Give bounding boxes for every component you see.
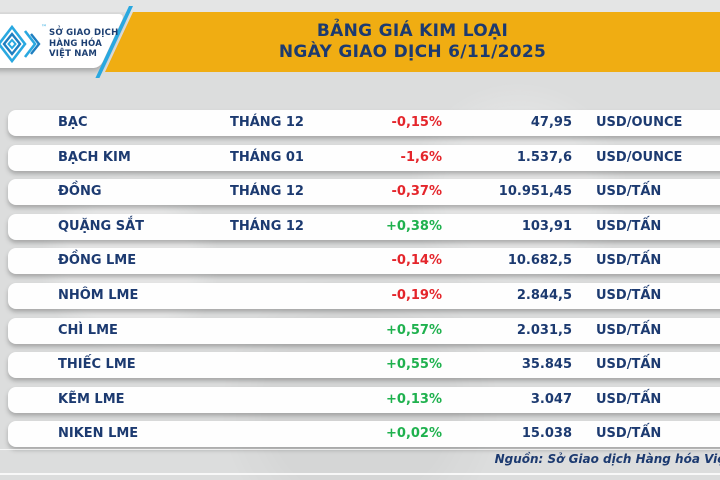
unit-cell: USD/TẤN	[596, 391, 662, 407]
table-row: ĐỒNG THÁNG 12 -0,37% 10.951,45 USD/TẤN	[8, 179, 720, 206]
exchange-logo: ™ SỞ GIAO DỊCH HÀNG HÓA VIỆT NAM	[0, 22, 120, 64]
price-table: BẠC THÁNG 12 -0,15% 47,95 USD/OUNCE BẠCH…	[8, 110, 720, 448]
source-note: Nguồn: Sở Giao dịch Hàng hóa Việt Nam	[494, 452, 720, 466]
change-percent-cell: -0,15%	[391, 115, 443, 130]
header-banner: BẢNG GIÁ KIM LOẠI NGÀY GIAO DỊCH 6/11/20…	[105, 12, 720, 72]
unit-cell: USD/TẤN	[596, 426, 662, 442]
contract-month-cell: THÁNG 12	[230, 184, 304, 200]
commodity-cell: THIẾC LME	[58, 357, 136, 373]
commodity-cell: NIKEN LME	[58, 426, 139, 442]
price-cell: 47,95	[530, 115, 572, 130]
change-percent-cell: +0,13%	[386, 391, 442, 407]
price-cell: 15.038	[521, 426, 572, 442]
table-row: ĐỒNG LME -0,14% 10.682,5 USD/TẤN	[8, 248, 720, 275]
change-percent-cell: +0,02%	[386, 426, 442, 442]
footer-divider-bottom	[0, 473, 720, 475]
change-percent-cell: -1,6%	[400, 149, 442, 165]
price-cell: 2.031,5	[516, 322, 572, 338]
exchange-name-line2: HÀNG HÓA	[49, 38, 103, 49]
trademark-symbol: ™	[41, 24, 47, 31]
exchange-name: SỞ GIAO DỊCH HÀNG HÓA VIỆT NAM	[49, 28, 118, 60]
change-percent-cell: -0,14%	[391, 253, 443, 269]
footer-divider-top	[0, 449, 720, 450]
price-cell: 35.845	[521, 357, 572, 373]
table-row: NHÔM LME -0,19% 2.844,5 USD/TẤN	[8, 282, 720, 309]
price-cell: 10.682,5	[507, 253, 572, 269]
change-percent-cell: +0,38%	[386, 218, 442, 234]
table-row: BẠCH KIM THÁNG 01 -1,6% 1.537,6 USD/OUNC…	[8, 144, 720, 171]
exchange-name-line3: VIỆT NAM	[49, 49, 98, 59]
contract-month-cell: THÁNG 12	[230, 218, 304, 234]
commodity-cell: KẼM LME	[58, 391, 125, 407]
unit-cell: USD/TẤN	[596, 287, 662, 303]
exchange-name-line1: SỞ GIAO DỊCH	[49, 28, 119, 38]
change-percent-cell: +0,55%	[386, 357, 442, 373]
page-title: BẢNG GIÁ KIM LOẠI	[316, 21, 509, 41]
change-percent-cell: -0,19%	[391, 287, 443, 303]
contract-month-cell: THÁNG 01	[230, 149, 304, 165]
change-percent-cell: -0,37%	[391, 184, 443, 200]
price-cell: 3.047	[530, 391, 572, 407]
table-row: KẼM LME +0,13% 3.047 USD/TẤN	[8, 386, 720, 413]
price-cell: 1.537,6	[516, 149, 572, 165]
table-row: BẠC THÁNG 12 -0,15% 47,95 USD/OUNCE	[8, 110, 720, 136]
unit-cell: USD/OUNCE	[596, 149, 683, 165]
commodity-cell: BẠCH KIM	[58, 149, 131, 165]
commodity-cell: ĐỒNG	[58, 184, 102, 200]
commodity-cell: QUẶNG SẮT	[58, 218, 145, 234]
commodity-cell: ĐỒNG LME	[58, 253, 137, 269]
unit-cell: USD/OUNCE	[596, 115, 683, 130]
commodity-cell: CHÌ LME	[58, 322, 118, 338]
unit-cell: USD/TẤN	[596, 184, 662, 200]
commodity-cell: BẠC	[58, 115, 88, 130]
mxv-logo-icon	[0, 25, 41, 63]
price-cell: 10.951,45	[498, 184, 572, 200]
unit-cell: USD/TẤN	[596, 322, 662, 338]
commodity-cell: NHÔM LME	[58, 287, 139, 303]
trading-date: NGÀY GIAO DỊCH 6/11/2025	[278, 42, 547, 62]
table-row: THIẾC LME +0,55% 35.845 USD/TẤN	[8, 352, 720, 379]
table-row: NIKEN LME +0,02% 15.038 USD/TẤN	[8, 421, 720, 448]
contract-month-cell: THÁNG 12	[230, 115, 304, 130]
change-percent-cell: +0,57%	[386, 322, 442, 338]
price-cell: 2.844,5	[516, 287, 572, 303]
table-row: CHÌ LME +0,57% 2.031,5 USD/TẤN	[8, 317, 720, 344]
unit-cell: USD/TẤN	[596, 253, 662, 269]
price-cell: 103,91	[521, 218, 572, 234]
unit-cell: USD/TẤN	[596, 357, 662, 373]
table-row: QUẶNG SẮT THÁNG 12 +0,38% 103,91 USD/TẤN	[8, 213, 720, 240]
unit-cell: USD/TẤN	[596, 218, 662, 234]
